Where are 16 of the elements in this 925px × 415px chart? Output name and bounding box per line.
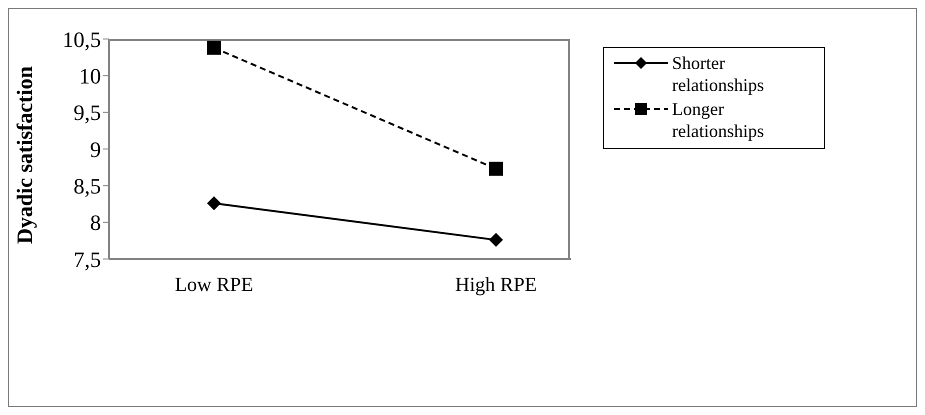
y-tick-label: 7,5 bbox=[74, 246, 101, 272]
y-tick-label: 10,5 bbox=[62, 26, 101, 52]
y-tick-label: 10 bbox=[79, 63, 101, 88]
point bbox=[489, 232, 503, 247]
legend-label: Longer relationships bbox=[672, 98, 765, 142]
x-tick-label: Low RPE bbox=[174, 274, 254, 296]
y-axis-title: Dyadic satisfaction bbox=[12, 66, 37, 244]
y-tick-label: 8 bbox=[90, 210, 101, 236]
y-tick-label: 8,5 bbox=[74, 173, 101, 198]
x-tick-label: High RPE bbox=[455, 274, 537, 296]
y-tick-label: 9 bbox=[90, 136, 101, 162]
y-tick-label: 9,5 bbox=[74, 100, 101, 126]
legend-label: Shorter relationships bbox=[672, 52, 765, 96]
point bbox=[207, 196, 221, 210]
point bbox=[489, 162, 503, 176]
point bbox=[207, 40, 221, 55]
